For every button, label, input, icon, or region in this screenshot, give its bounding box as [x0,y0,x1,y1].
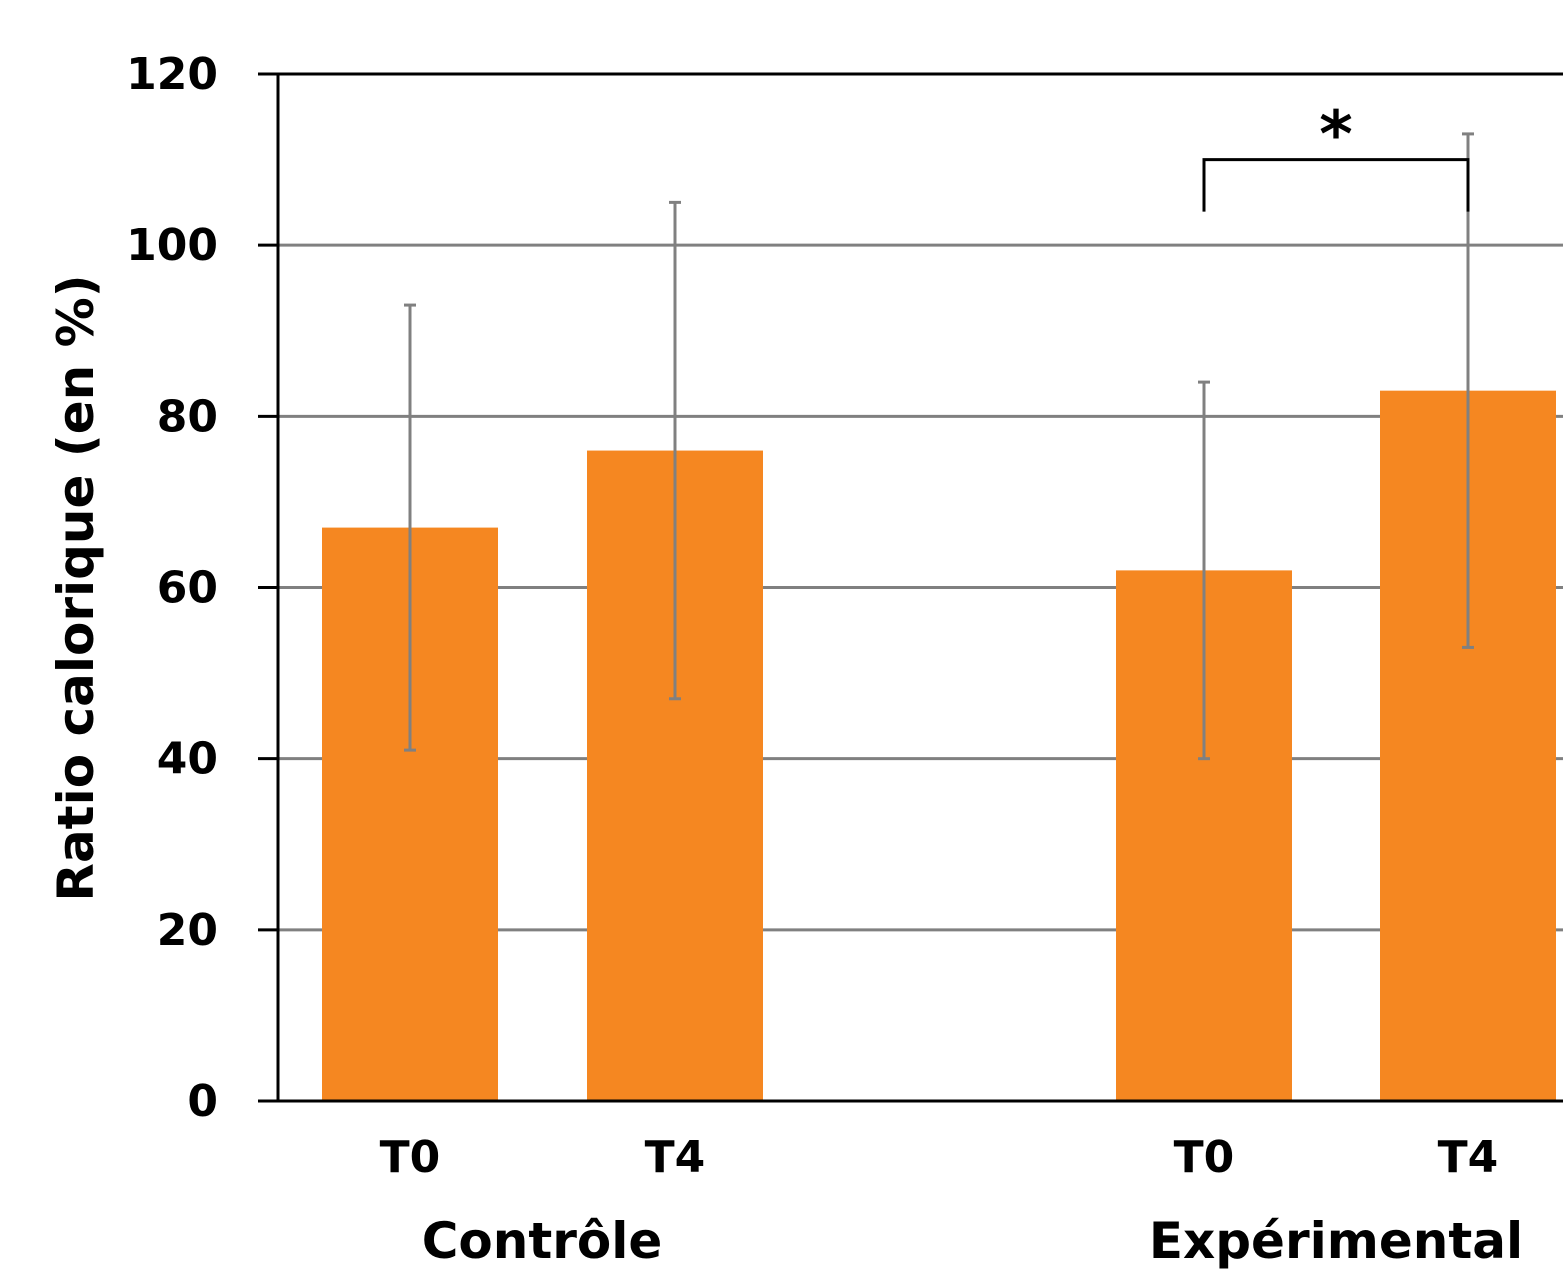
y-tick-label-60: 60 [157,563,218,614]
error-bar-Contrôle-T0 [404,303,416,752]
x-tick-label-Expérimental-T4: T4 [1438,1132,1499,1183]
y-tick-label-40: 40 [157,734,218,785]
y-tick-label-120: 120 [126,49,218,100]
y-tick-labels: 0 20 40 60 80 100 120 [126,49,218,1127]
x-tick-label-Contrôle-T4: T4 [645,1132,706,1183]
significance-star-0: * [1319,99,1352,173]
y-tick-label-0: 0 [187,1076,218,1127]
error-bars [404,132,1474,761]
significance-annotations: * [1202,99,1470,212]
x-tick-label-Contrôle-T0: T0 [380,1132,441,1183]
y-tick-label-100: 100 [126,220,218,271]
axes [258,72,1563,1103]
group-label-0: Contrôle [422,1212,663,1270]
significance-bracket-0: * [1202,99,1470,212]
y-axis-label: Ratio calorique (en %) [47,274,105,901]
error-bar-Expérimental-T0 [1198,380,1210,761]
bars [322,390,1556,1102]
error-bar-Expérimental-T4 [1462,132,1474,649]
x-category-labels: T0 T4 Contrôle T0 T4 Expérimental [380,1132,1523,1270]
group-label-1: Expérimental [1149,1212,1523,1270]
y-tick-label-80: 80 [157,391,218,442]
x-tick-label-Expérimental-T0: T0 [1174,1132,1235,1183]
y-tick-label-20: 20 [157,905,218,956]
error-bar-Contrôle-T4 [669,200,681,701]
